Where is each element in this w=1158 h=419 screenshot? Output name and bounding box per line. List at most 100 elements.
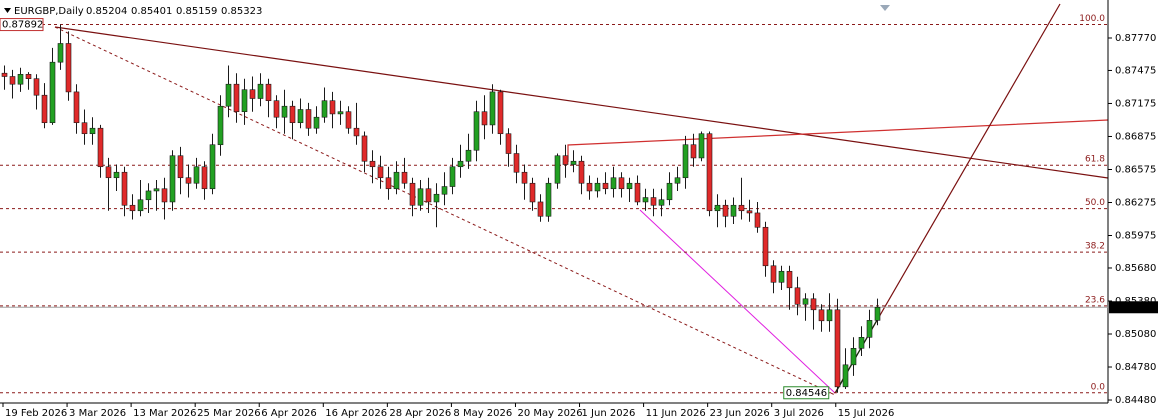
candle-body: [129, 204, 136, 212]
y-tick-label: 0.84780: [1115, 362, 1156, 373]
candle-body: [257, 83, 264, 99]
candle-body: [385, 177, 392, 190]
candle-body: [49, 61, 56, 124]
x-tick-label: 15 Jul 2026: [838, 408, 895, 419]
low-label: 0.84546: [786, 388, 827, 399]
candle-body: [353, 127, 360, 137]
current-price-box: [1109, 301, 1158, 314]
candle-body: [473, 111, 480, 151]
candle-body: [425, 188, 432, 203]
candle-body: [209, 144, 216, 190]
y-tick-label: 0.85080: [1115, 329, 1156, 340]
candle-body: [233, 83, 240, 113]
candle-body: [674, 177, 681, 184]
candle-body: [682, 144, 689, 179]
candle-body: [401, 171, 408, 184]
trend-line: [54, 26, 1109, 179]
candle-body: [273, 100, 280, 118]
candle-body: [818, 309, 825, 322]
candle-body: [57, 43, 64, 63]
candle-body: [113, 171, 120, 179]
candle-body: [137, 199, 144, 212]
candle-body: [666, 182, 673, 201]
candle-body: [626, 182, 633, 190]
candle-body: [754, 212, 761, 228]
candle-body: [105, 166, 112, 179]
x-tick-label: 3 Jul 2026: [774, 408, 824, 419]
candle-body: [602, 182, 609, 190]
candle-body: [241, 89, 248, 113]
fib-label: 23.6: [1085, 295, 1105, 305]
candle-body: [337, 111, 344, 115]
y-tick-label: 0.87770: [1115, 33, 1156, 44]
candle-body: [810, 298, 817, 311]
candle-body: [489, 91, 496, 126]
candle-body: [578, 160, 585, 184]
y-tick-label: 0.86275: [1115, 198, 1156, 209]
candle-body: [65, 43, 72, 93]
high-label-box: [0, 18, 44, 32]
candle-body: [481, 111, 488, 126]
candle-body: [650, 197, 657, 206]
candle-body: [345, 111, 352, 129]
header: EURGBP,Daily 0.85204 0.85401 0.85159 0.8…: [4, 6, 262, 17]
candle-body: [850, 348, 857, 366]
candle-body: [41, 94, 48, 124]
candle-body: [417, 188, 424, 206]
candle-body: [866, 320, 873, 338]
candle-body: [17, 73, 24, 85]
x-tick-label: 16 Apr 2026: [325, 408, 387, 419]
candle-body: [193, 166, 200, 184]
candle-body: [121, 171, 128, 206]
candle-body: [586, 182, 593, 192]
candle-body: [225, 83, 232, 107]
fib-label: 50.0: [1085, 198, 1105, 208]
candle-body: [545, 182, 552, 217]
x-tick-label: 11 Jun 2026: [646, 408, 706, 419]
candle-body: [746, 210, 753, 214]
candle-body: [570, 160, 577, 165]
candle-body: [313, 116, 320, 129]
header-open: 0.85204: [86, 6, 127, 17]
x-tick-label: 8 May 2026: [453, 408, 512, 419]
x-tick-label: 6 Apr 2026: [261, 408, 316, 419]
candle-body: [177, 155, 184, 179]
candle-body: [562, 155, 569, 165]
candle-body: [409, 182, 416, 206]
candle-body: [554, 155, 561, 184]
candle-body: [762, 226, 769, 267]
candle-body: [169, 155, 176, 203]
candle-body: [505, 133, 512, 154]
candle-body: [794, 287, 801, 305]
high-label: 0.87892: [2, 20, 43, 31]
candle-body: [377, 166, 384, 179]
x-tick-label: 23 Jun 2026: [710, 408, 770, 419]
candle-body: [618, 177, 625, 190]
x-tick-label: 19 Feb 2026: [5, 408, 67, 419]
candle-body: [185, 177, 192, 184]
candle-body: [457, 160, 464, 168]
candle-body: [642, 197, 649, 203]
x-tick-label: 28 Apr 2026: [389, 408, 451, 419]
candle-body: [449, 166, 456, 187]
candle-body: [201, 166, 208, 190]
y-tick-label: 0.86875: [1115, 131, 1156, 142]
candle-body: [265, 83, 272, 102]
candle-body: [329, 100, 336, 115]
candle-body: [722, 204, 729, 217]
y-tick-label: 0.85680: [1115, 263, 1156, 274]
candle-body: [786, 270, 793, 289]
y-tick-label: 0.86575: [1115, 164, 1156, 175]
candle-body: [802, 298, 809, 305]
candle-body: [634, 182, 641, 203]
fib-label: 61.8: [1085, 155, 1105, 165]
trend-line-magenta: [639, 209, 836, 394]
candle-body: [730, 204, 737, 217]
x-tick-label: 1 Jun 2026: [582, 408, 636, 419]
x-tick-label: 3 Mar 2026: [69, 408, 126, 419]
candle-body: [529, 182, 536, 203]
candle-body: [97, 127, 104, 168]
candle-body: [834, 309, 841, 388]
candle-body: [826, 309, 833, 322]
